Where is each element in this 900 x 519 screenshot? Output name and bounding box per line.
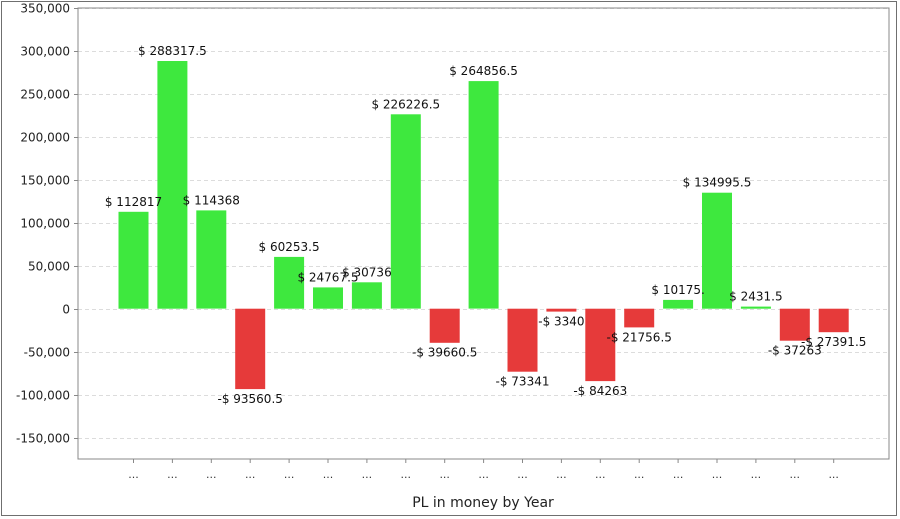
x-tick-label: ... xyxy=(128,468,139,481)
data-label: -$ 93560.5 xyxy=(217,392,282,406)
bar[interactable] xyxy=(118,211,149,309)
x-tick-label: ... xyxy=(634,468,645,481)
data-label: -$ 84263 xyxy=(573,384,627,398)
x-tick-label: ... xyxy=(828,468,839,481)
bar[interactable] xyxy=(390,114,421,309)
bar[interactable] xyxy=(663,299,694,309)
x-tick-label: ... xyxy=(439,468,450,481)
data-label: -$ 39660.5 xyxy=(412,346,477,360)
data-label: $ 114368 xyxy=(183,193,240,207)
x-tick-label: ... xyxy=(401,468,412,481)
data-label: -$ 37263 xyxy=(768,344,822,358)
bar[interactable] xyxy=(818,308,849,333)
data-label: -$ 3340 xyxy=(538,315,584,329)
y-tick-label: 150,000 xyxy=(20,174,70,188)
bar-layer xyxy=(118,61,849,390)
bar[interactable] xyxy=(157,61,188,309)
y-tick-label: 100,000 xyxy=(20,217,70,231)
x-tick-label: ... xyxy=(595,468,606,481)
data-label: $ 264856.5 xyxy=(449,64,518,78)
y-tick-label: -50,000 xyxy=(24,346,70,360)
y-tick-label: 50,000 xyxy=(28,260,70,274)
bar[interactable] xyxy=(585,308,616,382)
x-tick-label: ... xyxy=(712,468,723,481)
data-label: -$ 21756.5 xyxy=(606,330,671,344)
data-label: $ 60253.5 xyxy=(259,240,320,254)
data-label: $ 30736 xyxy=(342,265,392,279)
bar[interactable] xyxy=(429,308,460,343)
bar[interactable] xyxy=(313,287,343,309)
x-axis-title: PL in money by Year xyxy=(412,495,554,511)
data-label: $ 10175. xyxy=(651,283,704,297)
label-layer: $ 112817 $ 288317.5 $ 114368 -$ 93560.5 $ 60… xyxy=(105,44,867,406)
bar[interactable] xyxy=(196,210,227,309)
x-tick-label: ... xyxy=(362,468,373,481)
y-tick-label: 250,000 xyxy=(20,88,70,102)
bar[interactable] xyxy=(235,308,266,390)
x-tick-label: ... xyxy=(284,468,295,481)
x-tick-label: ... xyxy=(167,468,178,481)
y-tick-label: 300,000 xyxy=(20,45,70,59)
data-label: $ 134995.5 xyxy=(683,176,752,190)
data-label: $ 24767.5 xyxy=(297,270,358,284)
bar[interactable] xyxy=(507,308,538,372)
bar[interactable] xyxy=(351,282,382,309)
bar[interactable] xyxy=(274,256,305,309)
bar[interactable] xyxy=(624,308,655,328)
bar[interactable] xyxy=(779,308,810,341)
bar[interactable] xyxy=(702,192,732,309)
y-tick-label: 0 xyxy=(62,303,70,317)
bar[interactable] xyxy=(468,81,499,309)
bar[interactable] xyxy=(740,306,771,309)
x-tick-label: ... xyxy=(517,468,528,481)
x-tick-label: ... xyxy=(206,468,217,481)
y-tick-label: 200,000 xyxy=(20,131,70,145)
data-label: -$ 27391.5 xyxy=(801,335,866,349)
axis-layer: -150,000 -100,000 -50,000 0 50,000 100,000 150… xyxy=(16,2,890,481)
y-tick-label: -150,000 xyxy=(16,432,70,446)
data-label: $ 226226.5 xyxy=(371,97,440,111)
x-tick-label: ... xyxy=(751,468,762,481)
x-tick-label: ... xyxy=(790,468,801,481)
y-tick-label: 350,000 xyxy=(20,2,70,16)
data-label: $ 288317.5 xyxy=(138,44,207,58)
data-label: -$ 73341 xyxy=(496,375,550,389)
x-tick-label: ... xyxy=(556,468,567,481)
x-tick-label: ... xyxy=(323,468,334,481)
x-tick-label: ... xyxy=(245,468,256,481)
data-label: $ 2431.5 xyxy=(729,290,782,304)
y-tick-label: -100,000 xyxy=(16,389,70,403)
x-tick-label: ... xyxy=(478,468,489,481)
bar[interactable] xyxy=(546,308,577,312)
x-tick-label: ... xyxy=(673,468,684,481)
data-label: $ 112817 xyxy=(105,195,162,209)
